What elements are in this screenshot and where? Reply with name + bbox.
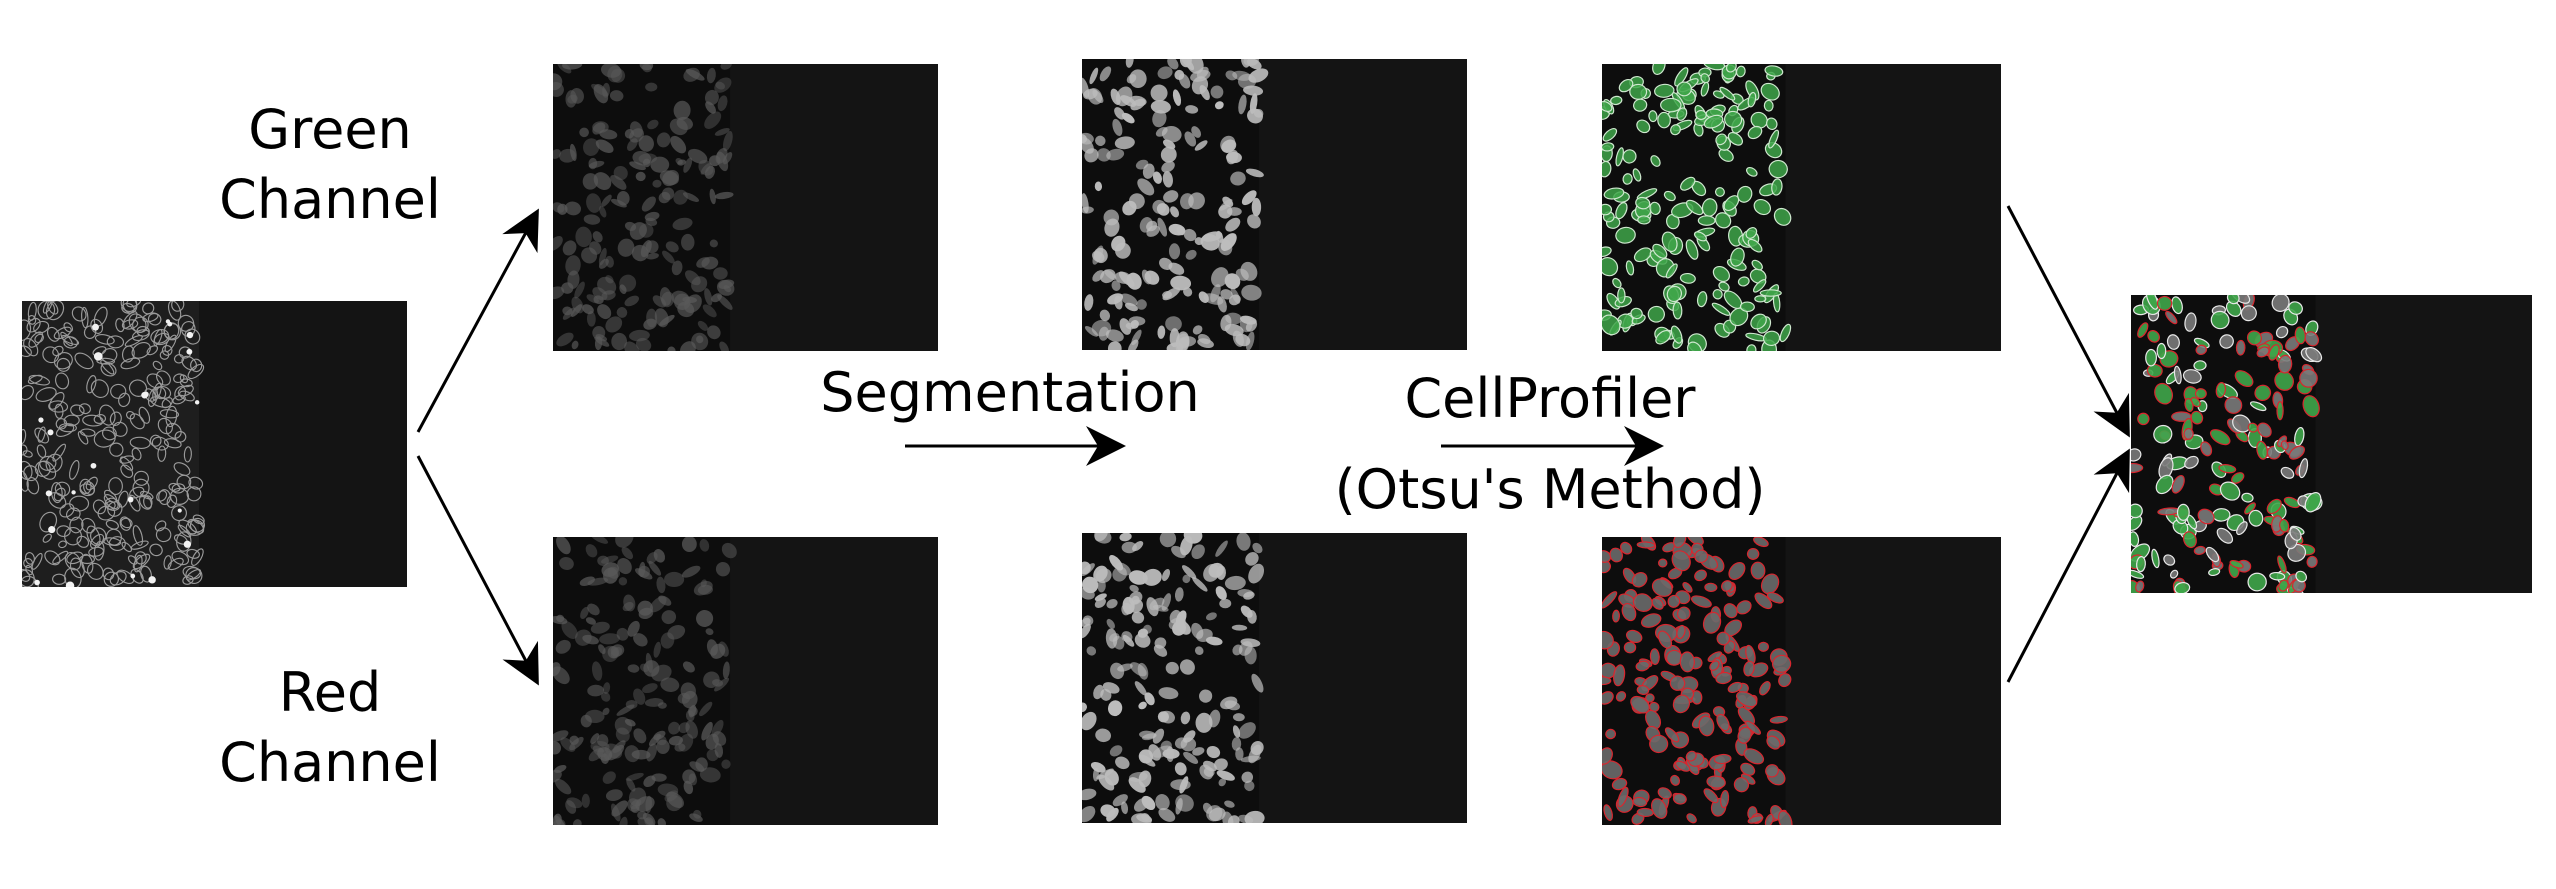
cell-texture	[553, 64, 938, 351]
cell-texture	[1602, 537, 2001, 825]
green-channel-label: Green Channel	[200, 95, 460, 235]
green-channel-raw-image	[553, 64, 938, 351]
red-channel-segmented-image	[1082, 533, 1467, 823]
cell-texture	[1602, 64, 2001, 351]
cell-texture	[2131, 295, 2532, 593]
cell-texture	[22, 301, 407, 587]
green-channel-segmented-image	[1082, 59, 1467, 350]
red-channel-label-line1: Red	[278, 661, 382, 724]
red-channel-otsu-image	[1602, 537, 2001, 825]
arrow-input-to-red	[416, 455, 539, 686]
cell-texture	[553, 537, 938, 825]
green-channel-label-line1: Green	[248, 98, 412, 161]
green-channel-label-line2: Channel	[219, 168, 441, 231]
cellprofiler-label: CellProfiler	[1404, 367, 1696, 430]
red-channel-raw-image	[553, 537, 938, 825]
input-image	[22, 301, 407, 587]
cell-texture	[1082, 59, 1467, 350]
arrow-red-to-merged	[2006, 448, 2130, 683]
green-channel-otsu-image	[1602, 64, 2001, 351]
red-channel-label: Red Channel	[200, 658, 460, 798]
arrow-green-to-merged	[2006, 205, 2130, 438]
otsu-method-label: (Otsu's Method)	[1334, 458, 1766, 521]
arrow-input-to-green	[416, 208, 539, 433]
segmentation-label: Segmentation	[820, 361, 1200, 424]
red-channel-label-line2: Channel	[219, 731, 441, 794]
cell-texture	[1082, 533, 1467, 823]
merged-output-image	[2131, 295, 2532, 593]
